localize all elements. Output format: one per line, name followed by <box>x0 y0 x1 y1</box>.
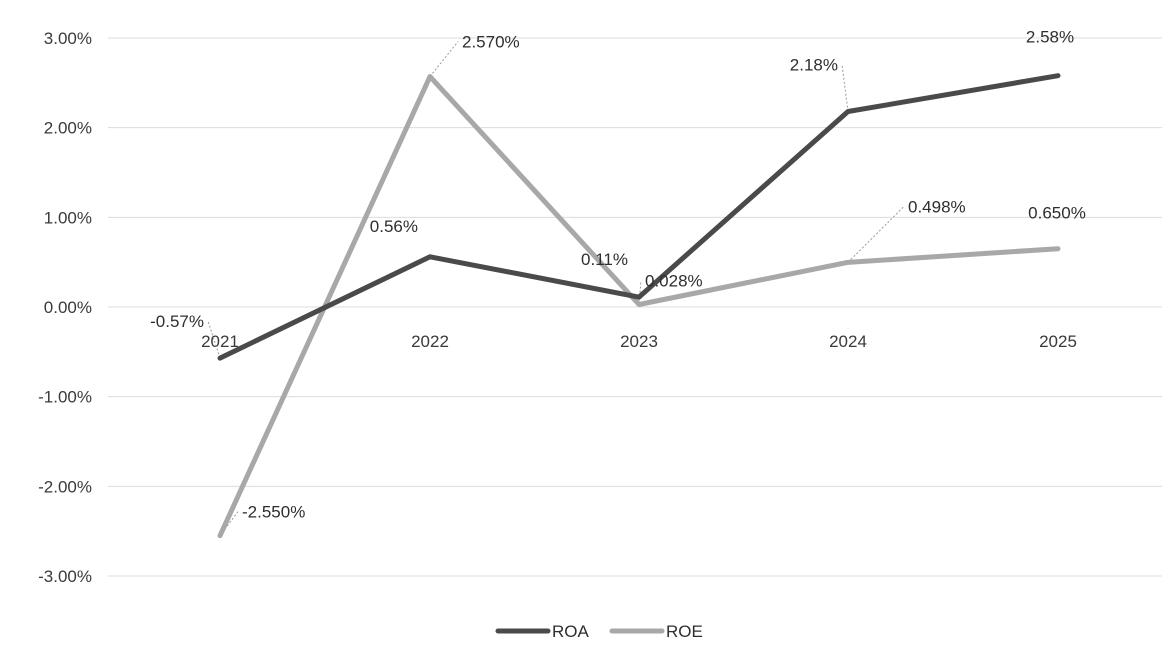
y-tick-label: 0.00% <box>44 298 92 317</box>
gridlines <box>108 37 1162 577</box>
label-leader <box>638 280 642 305</box>
label-leader <box>847 205 905 263</box>
label-leader <box>207 320 221 359</box>
legend-label-roa: ROA <box>552 622 590 641</box>
data-label-roe: 0.498% <box>908 197 966 216</box>
data-label-roe: 2.570% <box>462 33 520 52</box>
label-leaders <box>207 41 905 536</box>
data-label-roa: 0.56% <box>370 217 418 236</box>
y-tick-label: 3.00% <box>44 29 92 48</box>
x-tick-label: 2024 <box>829 332 867 351</box>
y-tick-label: -2.00% <box>38 477 92 496</box>
legend: ROA ROE <box>495 622 703 641</box>
y-axis-ticks: 3.00% 2.00% 1.00% 0.00% -1.00% -2.00% -3.00% <box>38 29 92 586</box>
data-label-roa: 2.58% <box>1026 28 1074 47</box>
label-leader <box>841 64 849 112</box>
data-label-roe: 0.028% <box>645 271 703 290</box>
x-tick-label: 2023 <box>620 332 658 351</box>
y-tick-label: 2.00% <box>44 119 92 138</box>
data-label-roe: 0.650% <box>1028 204 1086 223</box>
legend-label-roe: ROE <box>666 622 703 641</box>
data-label-roa: 2.18% <box>790 56 838 75</box>
data-label-roa: 0.11% <box>581 250 628 269</box>
y-tick-label: 1.00% <box>44 208 92 227</box>
series-line-roa <box>217 73 1061 361</box>
x-axis-ticks: 2021 2022 2023 2024 2025 <box>201 332 1077 351</box>
series-lines <box>217 73 1061 539</box>
y-tick-label: -1.00% <box>38 388 92 407</box>
label-leader <box>429 41 459 77</box>
x-tick-label: 2025 <box>1039 332 1077 351</box>
data-label-roe: -2.550% <box>242 503 305 522</box>
data-label-roa: -0.57% <box>150 312 204 331</box>
x-tick-label: 2021 <box>201 332 239 351</box>
y-tick-label: -3.00% <box>38 567 92 586</box>
data-labels: -0.57% 0.56% 0.11% 2.18% 2.58% -2.550% 2.570% 0… <box>150 28 1086 522</box>
x-tick-label: 2022 <box>411 332 449 351</box>
series-line-roe <box>217 74 1061 539</box>
